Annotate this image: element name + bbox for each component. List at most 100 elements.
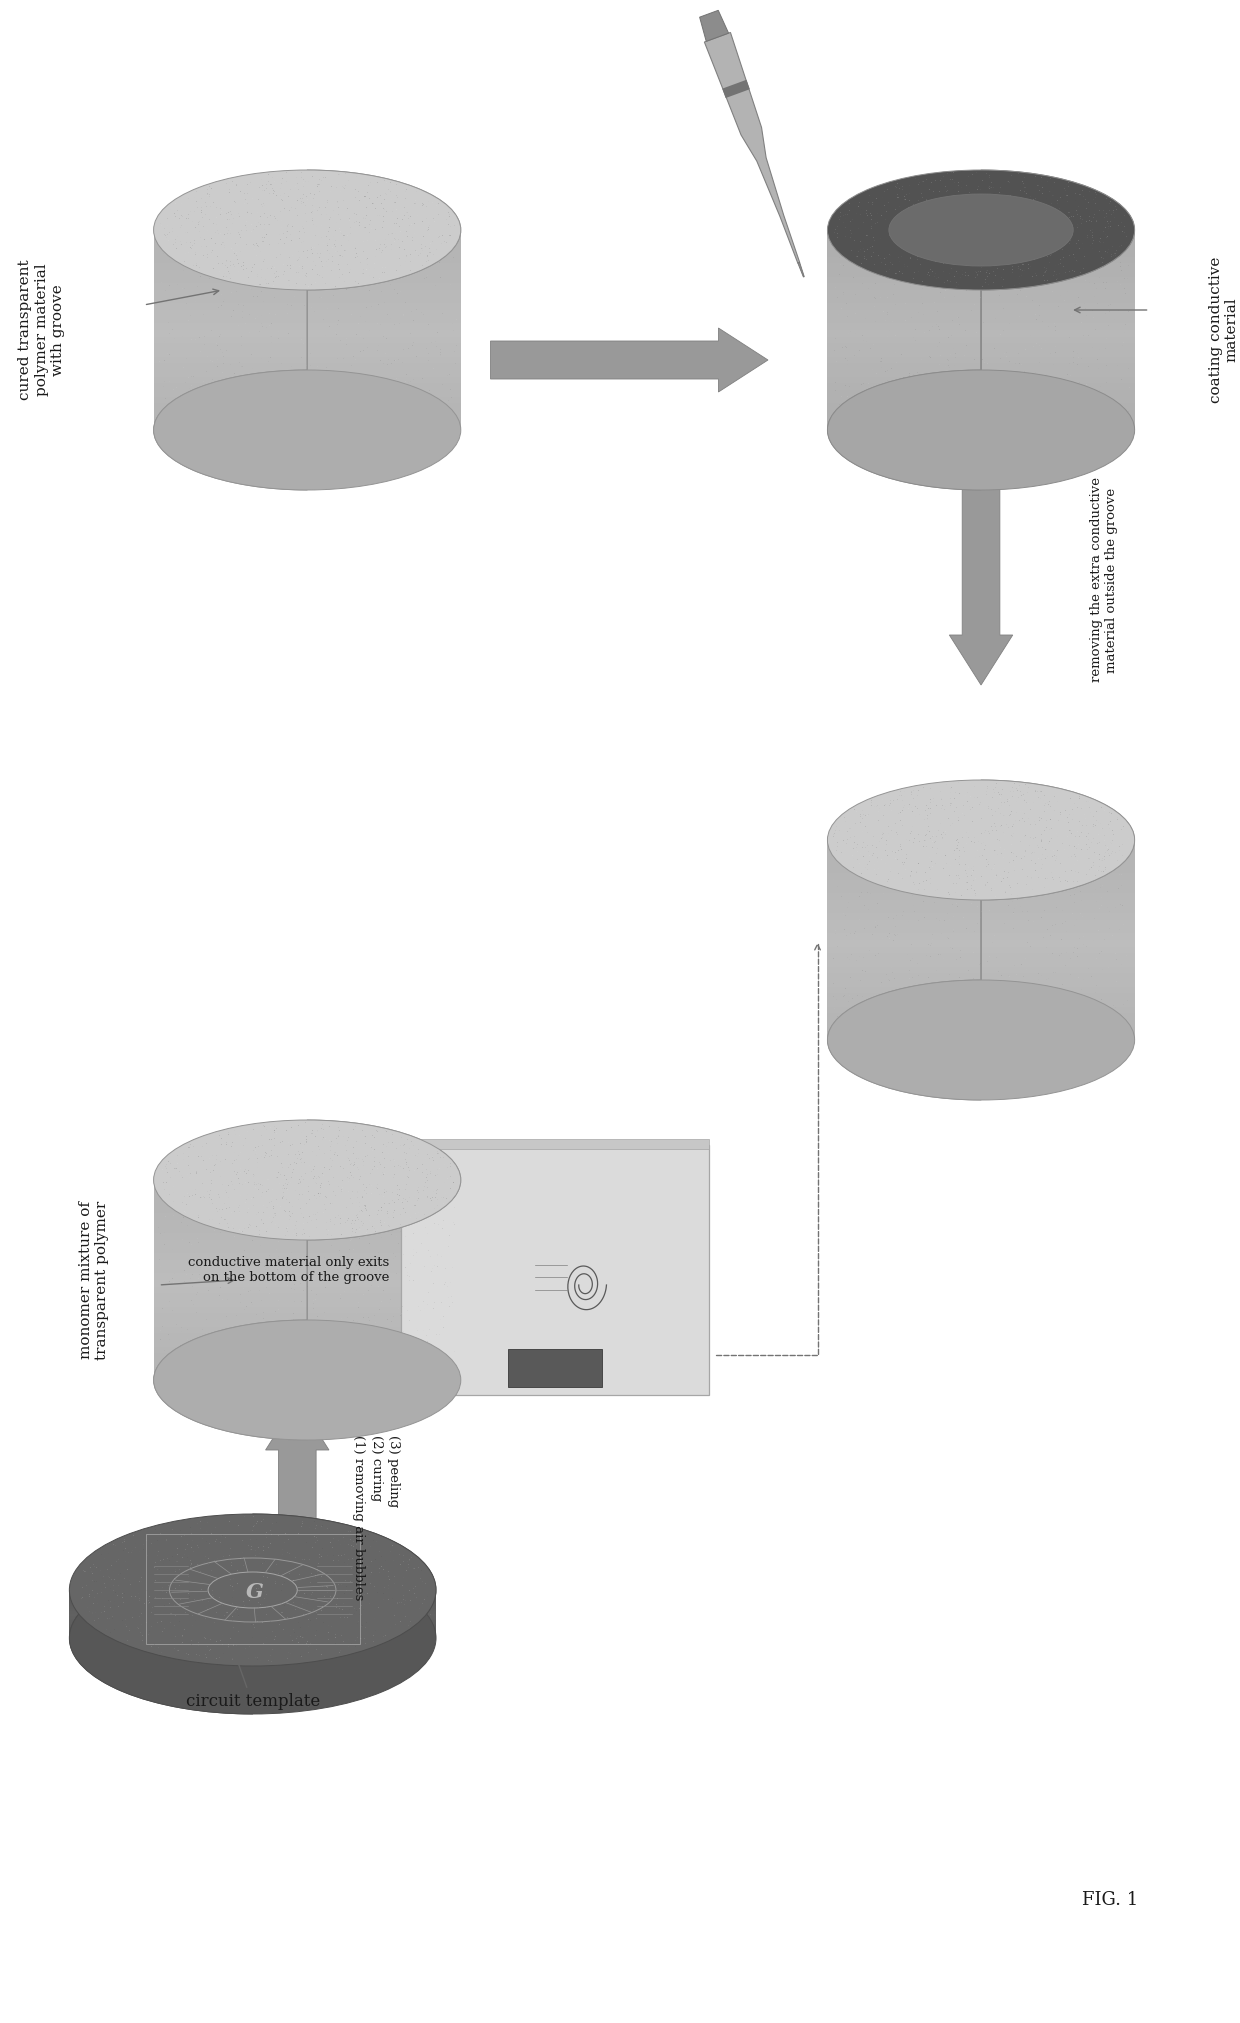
Polygon shape	[154, 1220, 461, 1226]
Polygon shape	[154, 390, 461, 397]
Text: conductive material only exits
on the bottom of the groove: conductive material only exits on the bo…	[188, 1256, 389, 1285]
Polygon shape	[827, 999, 1135, 1007]
Polygon shape	[827, 979, 1135, 987]
Polygon shape	[154, 303, 461, 310]
Polygon shape	[154, 1368, 461, 1374]
Polygon shape	[154, 376, 461, 382]
Polygon shape	[704, 32, 800, 263]
Polygon shape	[154, 1266, 461, 1272]
Polygon shape	[154, 1272, 461, 1281]
Polygon shape	[154, 1260, 461, 1266]
Polygon shape	[154, 350, 461, 356]
Polygon shape	[699, 10, 729, 40]
Polygon shape	[827, 356, 1135, 364]
Polygon shape	[827, 920, 1135, 927]
Bar	[145, 1533, 360, 1645]
Polygon shape	[154, 1226, 461, 1234]
Polygon shape	[154, 1327, 461, 1333]
Polygon shape	[827, 310, 1135, 318]
Polygon shape	[827, 874, 1135, 880]
Polygon shape	[827, 417, 1135, 423]
Ellipse shape	[69, 1562, 436, 1713]
Polygon shape	[827, 880, 1135, 886]
Polygon shape	[154, 1194, 461, 1200]
Polygon shape	[827, 390, 1135, 397]
Polygon shape	[827, 376, 1135, 382]
Polygon shape	[827, 961, 1135, 967]
Bar	[508, 1349, 603, 1388]
Polygon shape	[827, 269, 1135, 277]
Ellipse shape	[889, 194, 1073, 265]
Polygon shape	[827, 1026, 1135, 1034]
FancyArrow shape	[265, 1400, 329, 1580]
Polygon shape	[827, 370, 1135, 376]
Text: coating conductive
material: coating conductive material	[1209, 257, 1239, 403]
Polygon shape	[827, 927, 1135, 933]
Polygon shape	[827, 251, 1135, 257]
Polygon shape	[827, 303, 1135, 310]
Polygon shape	[827, 283, 1135, 289]
Polygon shape	[827, 397, 1135, 403]
Polygon shape	[827, 912, 1135, 920]
Polygon shape	[827, 324, 1135, 330]
Polygon shape	[154, 1293, 461, 1301]
Polygon shape	[154, 269, 461, 277]
Polygon shape	[154, 1353, 461, 1359]
Polygon shape	[827, 953, 1135, 961]
Polygon shape	[827, 403, 1135, 411]
Polygon shape	[154, 411, 461, 417]
Polygon shape	[827, 1007, 1135, 1014]
Polygon shape	[154, 1347, 461, 1353]
Text: cured transparent
polymer material
with groove: cured transparent polymer material with …	[19, 259, 64, 401]
Polygon shape	[827, 1020, 1135, 1026]
Polygon shape	[827, 947, 1135, 953]
Polygon shape	[827, 257, 1135, 263]
Text: circuit template: circuit template	[186, 1693, 320, 1709]
Polygon shape	[827, 1014, 1135, 1020]
Polygon shape	[827, 993, 1135, 999]
Polygon shape	[154, 277, 461, 283]
FancyArrow shape	[491, 328, 768, 392]
Polygon shape	[154, 370, 461, 376]
Polygon shape	[827, 967, 1135, 973]
Ellipse shape	[154, 1319, 461, 1440]
Polygon shape	[154, 283, 461, 289]
Ellipse shape	[827, 979, 1135, 1101]
Polygon shape	[827, 243, 1135, 251]
Polygon shape	[827, 900, 1135, 906]
Polygon shape	[827, 906, 1135, 912]
Polygon shape	[154, 1179, 461, 1188]
Polygon shape	[827, 289, 1135, 297]
Polygon shape	[154, 1234, 461, 1240]
Polygon shape	[154, 330, 461, 336]
Polygon shape	[154, 318, 461, 324]
Polygon shape	[827, 411, 1135, 417]
Polygon shape	[827, 277, 1135, 283]
Ellipse shape	[827, 170, 1135, 289]
Text: (3) peeling: (3) peeling	[387, 1434, 401, 1507]
Polygon shape	[827, 263, 1135, 269]
Polygon shape	[154, 403, 461, 411]
Polygon shape	[827, 318, 1135, 324]
Polygon shape	[154, 1333, 461, 1339]
Polygon shape	[154, 289, 461, 297]
Polygon shape	[154, 1200, 461, 1206]
Polygon shape	[827, 894, 1135, 900]
Polygon shape	[154, 324, 461, 330]
Ellipse shape	[827, 370, 1135, 490]
Polygon shape	[154, 1246, 461, 1254]
Polygon shape	[154, 263, 461, 269]
Polygon shape	[154, 364, 461, 370]
Text: (2) curing: (2) curing	[370, 1434, 383, 1501]
Polygon shape	[154, 1254, 461, 1260]
Polygon shape	[827, 933, 1135, 941]
Ellipse shape	[827, 781, 1135, 900]
Polygon shape	[827, 854, 1135, 860]
Polygon shape	[154, 1359, 461, 1368]
Bar	[402, 1145, 708, 1396]
Polygon shape	[797, 263, 805, 277]
Polygon shape	[154, 1339, 461, 1347]
Polygon shape	[154, 423, 461, 431]
FancyArrow shape	[950, 475, 1013, 686]
Text: removing the extra conductive
material outside the groove: removing the extra conductive material o…	[1090, 477, 1118, 682]
